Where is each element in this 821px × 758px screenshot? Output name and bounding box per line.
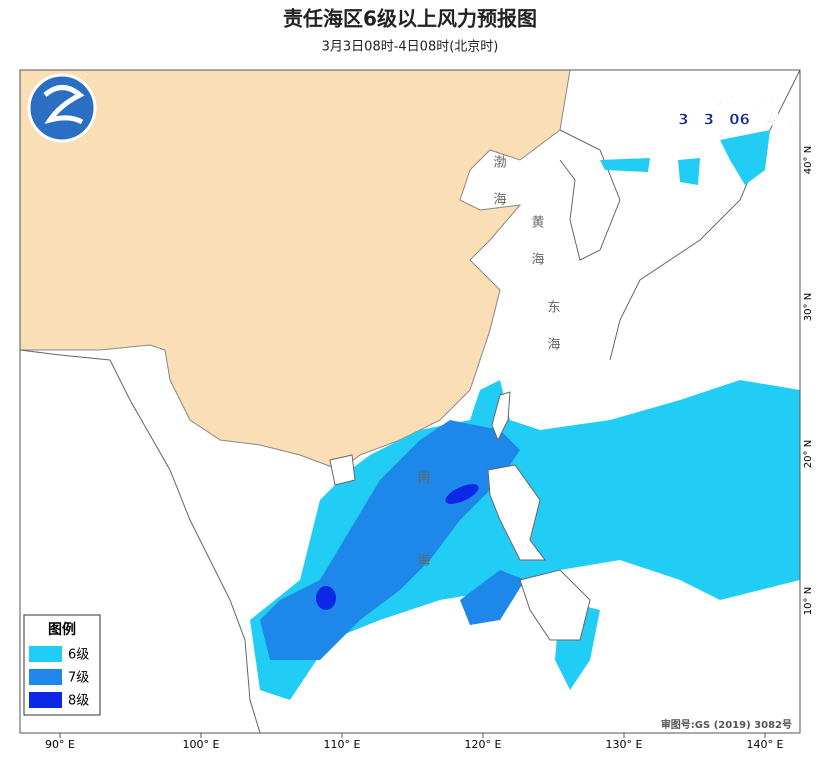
legend: 图例 6级 7级 8级: [23, 614, 101, 716]
legend-swatch: [29, 669, 62, 685]
wind-area: [445, 484, 479, 504]
legend-label: 7级: [68, 671, 89, 686]
coastline: [19, 349, 261, 734]
sea-label: 黄海: [529, 215, 545, 289]
longitude-label: 100° E: [183, 738, 220, 751]
legend-swatch: [29, 692, 62, 708]
longitude-labels: 90° E 100° E 110° E 120° E 130° E 140° E: [45, 733, 784, 751]
longitude-label: 90° E: [45, 738, 75, 751]
title: 责任海区6级以上风力预报图: [283, 7, 537, 31]
legend-swatch: [29, 646, 62, 662]
map-frame: [19, 69, 801, 734]
sea-label: 南海: [415, 469, 431, 636]
sea-label: 渤海: [491, 154, 507, 229]
island: [487, 464, 546, 561]
issuer-name: 中央气象台: [700, 91, 775, 109]
logo: [27, 73, 97, 143]
coastline: [559, 129, 621, 261]
wind-area: [678, 158, 700, 185]
land: [19, 69, 571, 471]
island: [519, 569, 591, 641]
latitude-label: 10° N: [803, 587, 814, 615]
sea-label: 东海: [545, 300, 561, 374]
approval-number: 审图号:GS (2019) 3082号: [661, 718, 792, 731]
legend-label: 8级: [68, 694, 89, 709]
legend-title: 图例: [48, 621, 76, 638]
longitude-label: 130° E: [606, 738, 643, 751]
latitude-label: 30° N: [803, 293, 814, 321]
wind-area: [720, 130, 770, 185]
latitude-labels: 40° N 30° N 20° N 10° N: [803, 146, 814, 615]
legend-label: 6级: [68, 648, 89, 663]
issuer: 中央气象台 3月3日06时发布: [678, 90, 795, 129]
island: [491, 391, 511, 442]
longitude-label: 140° E: [747, 738, 784, 751]
map: 渤海 黄海 东海 南海: [19, 69, 801, 734]
longitude-label: 120° E: [465, 738, 502, 751]
longitude-label: 110° E: [324, 738, 361, 751]
latitude-label: 20° N: [803, 440, 814, 468]
latitude-label: 40° N: [803, 146, 814, 174]
wind-area: [460, 570, 525, 625]
wind-area: [316, 586, 336, 610]
issue-time: 3月3日06时发布: [678, 111, 795, 129]
island: [329, 454, 356, 486]
subtitle: 3月3日08时-4日08时(北京时): [322, 40, 499, 55]
wind-area: [600, 158, 650, 172]
